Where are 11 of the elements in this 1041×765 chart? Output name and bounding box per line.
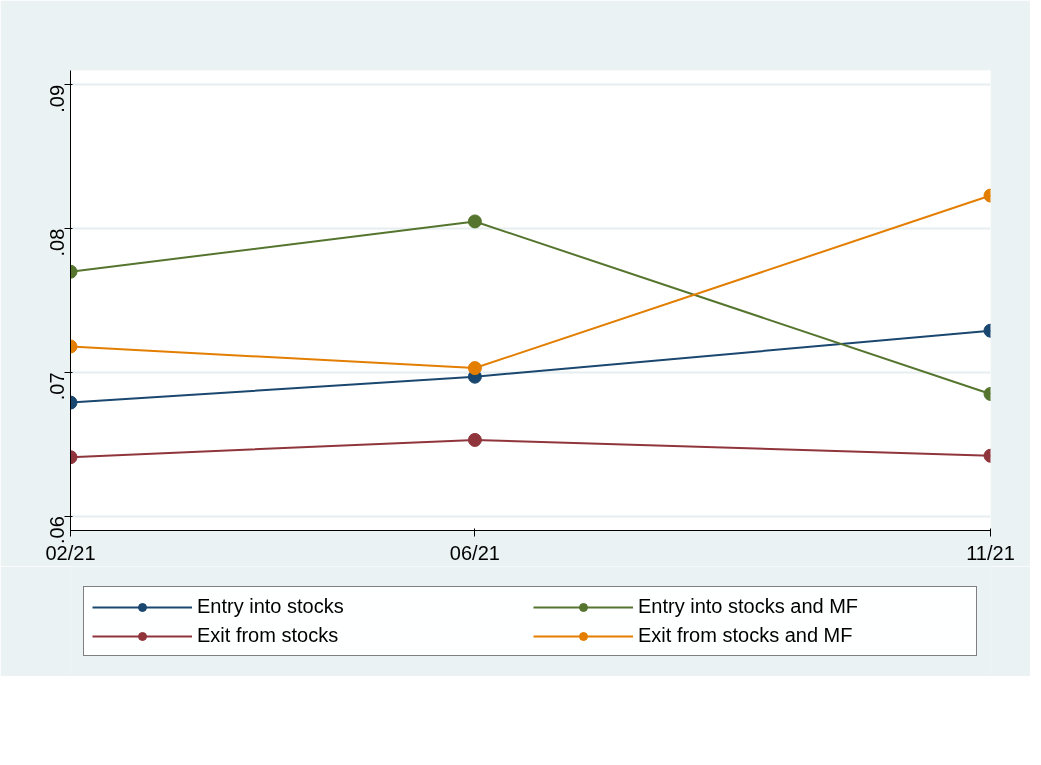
- y-tick-label: .08: [45, 228, 68, 257]
- y-tick-label: .07: [45, 372, 68, 401]
- x-tick-label: 02/21: [45, 541, 96, 564]
- legend-label: Exit from stocks and MF: [638, 624, 854, 647]
- x-tick-label: 11/21: [966, 541, 1015, 564]
- y-tick-label: .06: [45, 516, 68, 544]
- legend-label: Entry into stocks and MF: [638, 595, 860, 618]
- legend-label: Entry into stocks: [197, 595, 345, 618]
- y-tick-label: .09: [45, 84, 68, 113]
- x-tick-label: 06/21: [449, 541, 500, 564]
- legend-label: Exit from stocks: [197, 624, 340, 647]
